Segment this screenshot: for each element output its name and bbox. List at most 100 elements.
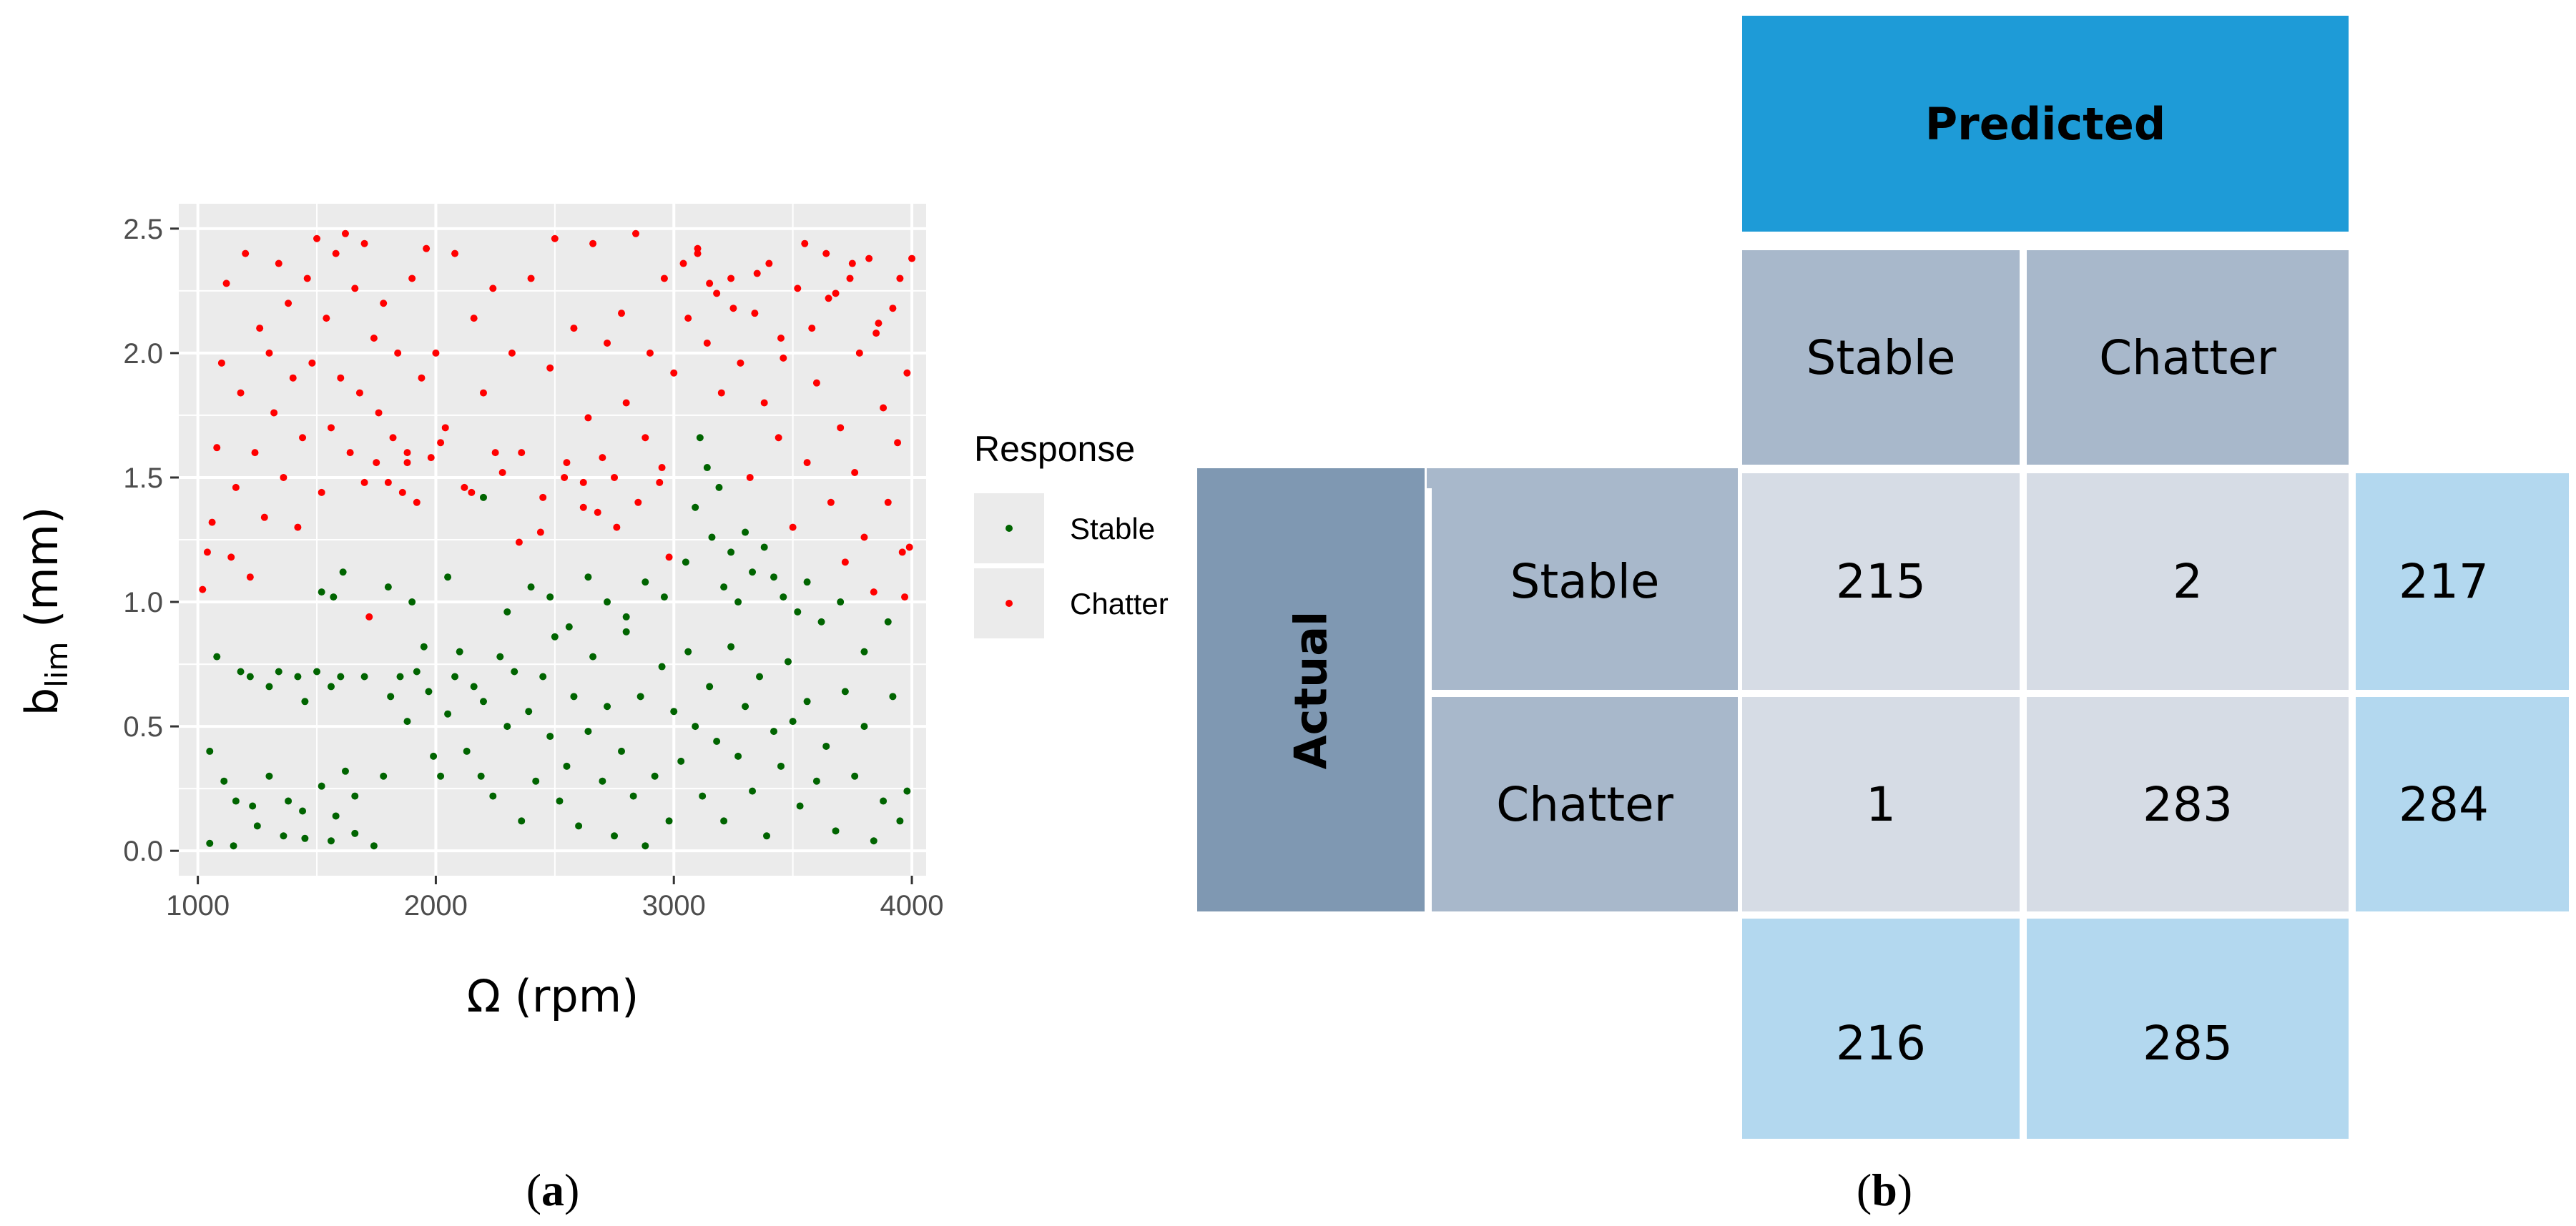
point-chatter bbox=[905, 543, 913, 551]
point-stable bbox=[604, 598, 611, 606]
point-stable bbox=[692, 503, 699, 511]
point-stable bbox=[599, 777, 606, 785]
point-chatter bbox=[753, 270, 761, 277]
point-stable bbox=[489, 792, 497, 800]
point-stable bbox=[518, 817, 526, 825]
point-chatter bbox=[622, 399, 630, 407]
point-chatter bbox=[825, 295, 832, 302]
legend-key-stable bbox=[1006, 525, 1013, 532]
point-stable bbox=[789, 718, 797, 726]
legend-label-stable: Stable bbox=[1070, 512, 1155, 545]
predicted-header: Predicted bbox=[1742, 16, 2349, 232]
point-stable bbox=[622, 628, 630, 636]
point-chatter bbox=[563, 459, 571, 467]
point-stable bbox=[677, 757, 685, 765]
point-chatter bbox=[539, 493, 547, 501]
point-chatter bbox=[398, 488, 406, 496]
row-total-stable: 217 bbox=[2356, 473, 2569, 690]
point-chatter bbox=[898, 548, 906, 556]
point-chatter bbox=[213, 444, 221, 452]
point-stable bbox=[444, 710, 452, 718]
point-chatter bbox=[289, 374, 297, 382]
point-chatter bbox=[285, 300, 292, 307]
point-stable bbox=[670, 708, 678, 716]
point-stable bbox=[479, 698, 487, 706]
panel-label-a: (a) bbox=[526, 1165, 580, 1215]
point-chatter bbox=[346, 449, 354, 457]
point-stable bbox=[636, 693, 644, 701]
point-chatter bbox=[227, 553, 235, 561]
point-chatter bbox=[599, 454, 606, 462]
point-chatter bbox=[427, 454, 435, 462]
point-chatter bbox=[855, 349, 863, 357]
point-chatter bbox=[746, 473, 754, 481]
point-stable bbox=[570, 693, 578, 701]
point-stable bbox=[658, 663, 666, 671]
point-stable bbox=[708, 533, 716, 541]
point-chatter bbox=[403, 459, 411, 467]
point-stable bbox=[665, 817, 673, 825]
point-stable bbox=[413, 668, 421, 676]
point-stable bbox=[780, 593, 787, 601]
point-stable bbox=[575, 822, 583, 830]
point-chatter bbox=[260, 513, 268, 521]
point-stable bbox=[318, 782, 325, 790]
point-chatter bbox=[370, 335, 378, 342]
point-chatter bbox=[327, 424, 335, 432]
y-tick-label: 0.0 bbox=[123, 836, 163, 867]
point-stable bbox=[618, 747, 626, 755]
data-points bbox=[199, 229, 916, 850]
point-stable bbox=[456, 648, 463, 656]
point-chatter bbox=[403, 449, 411, 457]
predicted-header-label: Predicted bbox=[1924, 97, 2166, 150]
point-stable bbox=[396, 673, 404, 681]
x-tick-label: 1000 bbox=[166, 890, 230, 921]
point-chatter bbox=[246, 573, 254, 581]
point-stable bbox=[584, 573, 592, 581]
point-chatter bbox=[618, 310, 626, 317]
point-stable bbox=[384, 583, 392, 591]
point-chatter bbox=[827, 498, 835, 506]
point-stable bbox=[880, 797, 888, 805]
point-chatter bbox=[884, 498, 892, 506]
y-tick-label: 0.5 bbox=[123, 711, 163, 743]
point-chatter bbox=[611, 473, 619, 481]
point-chatter bbox=[777, 335, 785, 342]
point-stable bbox=[706, 683, 714, 691]
point-stable bbox=[720, 583, 728, 591]
point-stable bbox=[503, 723, 511, 731]
point-stable bbox=[337, 673, 345, 681]
point-stable bbox=[812, 777, 820, 785]
point-stable bbox=[313, 668, 321, 676]
point-stable bbox=[784, 658, 792, 666]
point-chatter bbox=[313, 234, 321, 242]
point-chatter bbox=[527, 275, 535, 282]
point-stable bbox=[611, 832, 619, 840]
axis-ticks: 1000 2000 3000 4000 0.0 0.5 1.0 1.5 2.0 2.5 bbox=[123, 214, 943, 921]
y-axis-title-subscript: lim bbox=[39, 642, 74, 688]
point-chatter bbox=[870, 588, 877, 596]
point-stable bbox=[408, 598, 416, 606]
point-stable bbox=[749, 787, 757, 795]
point-stable bbox=[889, 693, 897, 701]
point-chatter bbox=[341, 229, 349, 237]
point-chatter bbox=[222, 280, 230, 287]
point-chatter bbox=[751, 310, 759, 317]
point-stable bbox=[770, 573, 778, 581]
point-stable bbox=[327, 683, 335, 691]
point-stable bbox=[275, 668, 282, 676]
point-stable bbox=[720, 817, 728, 825]
point-chatter bbox=[889, 305, 897, 312]
point-stable bbox=[777, 762, 785, 770]
point-chatter bbox=[694, 244, 702, 252]
point-stable bbox=[715, 483, 723, 491]
point-stable bbox=[734, 598, 742, 606]
point-stable bbox=[860, 648, 868, 656]
point-chatter bbox=[846, 275, 854, 282]
point-stable bbox=[380, 772, 388, 780]
legend-key-chatter bbox=[1006, 600, 1013, 607]
point-chatter bbox=[237, 389, 245, 397]
y-tick-label: 2.0 bbox=[123, 338, 163, 370]
point-stable bbox=[604, 703, 611, 711]
